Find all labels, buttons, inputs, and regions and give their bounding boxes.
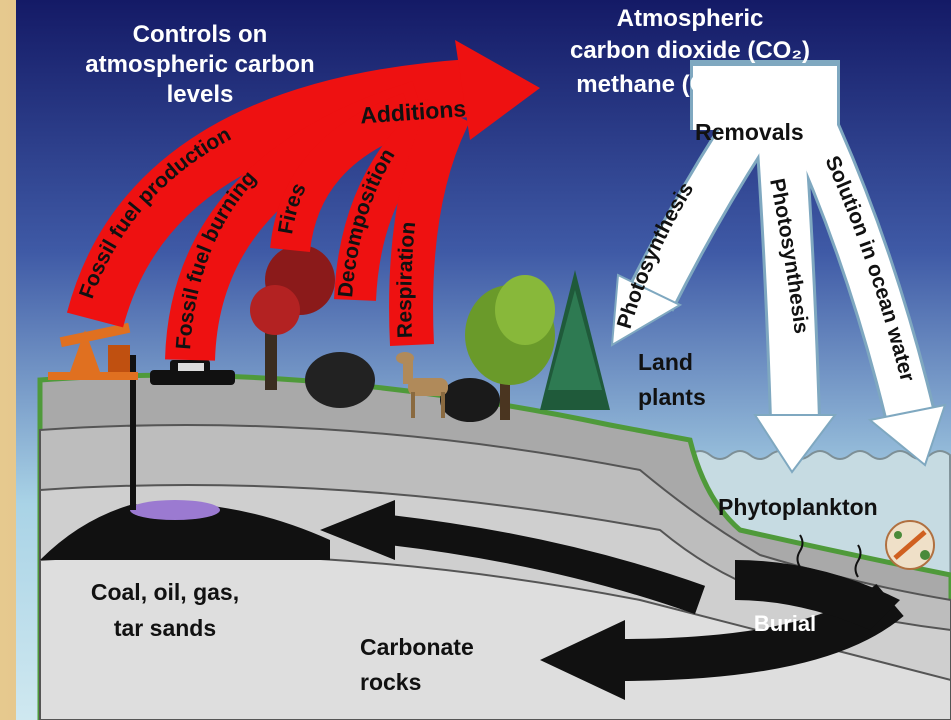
title-line: Controls on [133, 21, 268, 48]
arrow-head [540, 620, 625, 700]
fossil-deposit [40, 503, 330, 560]
deer [396, 352, 448, 418]
well-pipe [130, 355, 136, 510]
land-plants-label: Land [638, 349, 693, 375]
arrow-label-text: Respiration [393, 221, 420, 339]
burial-arrow-tail [735, 560, 900, 630]
arrow-head [320, 500, 395, 560]
title-line: atmospheric carbon [85, 51, 314, 78]
removals-label: Removals [695, 119, 804, 145]
carbonate-label: rocks [360, 669, 421, 695]
removal-arrows [626, 60, 936, 422]
phytoplankton-icon [796, 520, 935, 578]
burial-label: Burial [754, 611, 816, 636]
title-line: levels [167, 81, 234, 108]
arrow-head [610, 273, 683, 347]
atmosphere-line: methane (CH₄) [576, 71, 743, 98]
carbonate-label: Carbonate [360, 634, 474, 660]
arrow-label: Respiration [393, 221, 420, 339]
trees [250, 245, 610, 422]
flow-arrow [388, 515, 706, 615]
gas-pocket [130, 500, 220, 520]
arrow-head [867, 403, 947, 467]
addition-arrows [66, 59, 472, 362]
oil-pump [48, 322, 138, 380]
arrow-head [753, 414, 838, 474]
atmosphere-line: carbon dioxide (CO₂) [570, 37, 810, 64]
car [150, 360, 235, 385]
phytoplankton-label: Phytoplankton [718, 494, 878, 520]
atmosphere-line: Atmospheric [617, 5, 764, 32]
deposit-label: Coal, oil, gas, [91, 579, 239, 605]
land-plants-label: plants [638, 384, 706, 410]
deposit-label: tar sands [114, 615, 216, 641]
arrow-head [455, 40, 540, 140]
